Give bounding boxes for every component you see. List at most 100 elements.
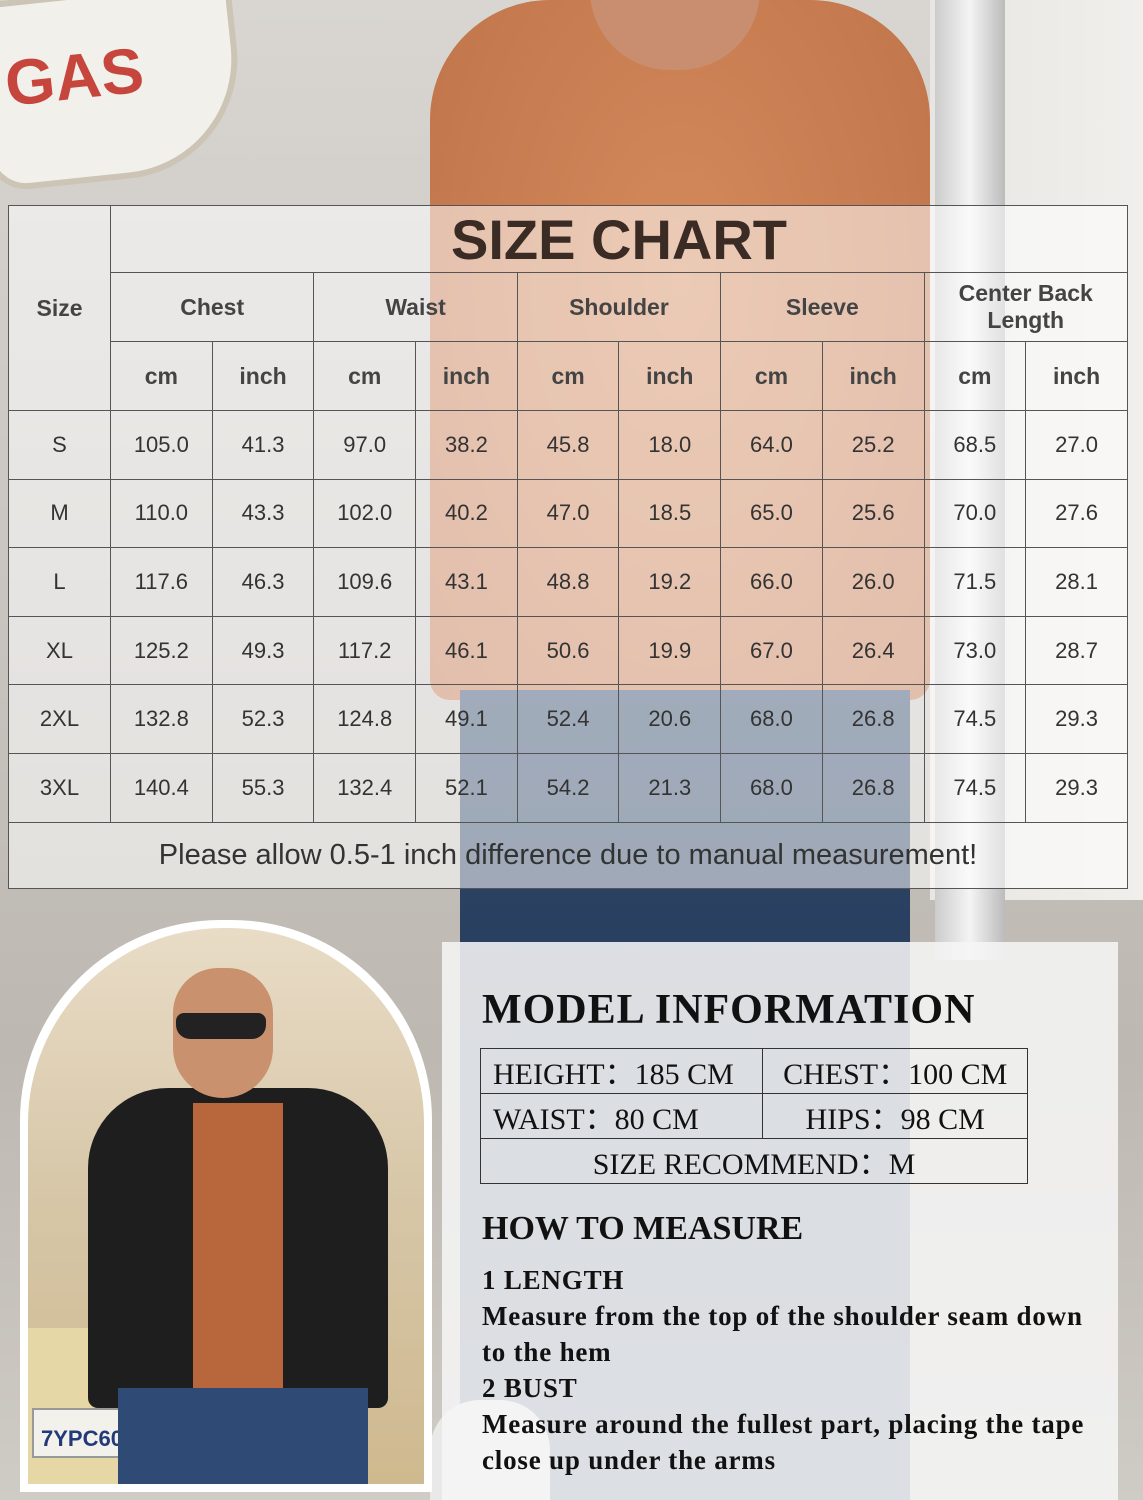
size-value: 74.5 [923,752,1027,823]
unit-header: cm [720,341,823,411]
model-info-table: HEIGHT：185 CM CHEST：100 CM WAIST：80 CM HIP… [479,1048,1028,1184]
size-value: 41.3 [211,410,315,480]
jeans [118,1388,368,1484]
measure-header: Shoulder [516,272,722,342]
size-value: 55.3 [211,752,315,823]
henley-shirt [193,1103,283,1403]
size-value: 38.2 [415,410,518,480]
model-chest: CHEST：100 CM [762,1048,1028,1094]
measure-item-heading: 2 BUST [482,1373,578,1403]
measure-item-heading: 1 LENGTH [482,1265,625,1295]
size-value: 52.1 [415,752,518,823]
unit-header: inch [821,341,925,411]
unit-header: cm [313,341,417,411]
model-photo: 7YPC60 [28,928,424,1484]
size-value: 52.3 [211,684,315,754]
size-value: 20.6 [618,684,722,754]
measure-header: Center Back Length [923,272,1128,342]
size-label: XL [8,615,111,686]
size-value: 47.0 [516,478,620,549]
unit-header: cm [110,341,213,411]
size-value: 27.0 [1025,410,1128,480]
unit-header: cm [923,341,1027,411]
size-value: 52.4 [516,684,620,754]
size-recommend: SIZE RECOMMEND：M [480,1138,1028,1184]
size-value: 125.2 [110,615,213,686]
size-label: M [8,478,111,549]
size-value: 117.6 [110,547,213,617]
size-value: 28.7 [1025,615,1128,686]
size-value: 26.4 [821,615,925,686]
size-chart-title: SIZE CHART [110,205,1128,273]
table-row: 3XL 140.4 55.3 132.4 52.1 54.2 21.3 68.0 26.8 74.… [8,752,1128,823]
size-value: 19.2 [618,547,722,617]
size-value: 64.0 [720,410,823,480]
size-value: 124.8 [313,684,417,754]
size-value: 71.5 [923,547,1027,617]
size-value: 25.2 [821,410,925,480]
size-value: 54.2 [516,752,620,823]
size-value: 132.4 [313,752,417,823]
size-value: 46.3 [211,547,315,617]
size-value: 68.5 [923,410,1027,480]
size-value: 73.0 [923,615,1027,686]
measure-header: Waist [313,272,518,342]
size-value: 70.0 [923,478,1027,549]
size-value: 26.8 [821,752,925,823]
size-label: 3XL [8,752,111,823]
size-value: 117.2 [313,615,417,686]
size-value: 67.0 [720,615,823,686]
sign-text: GAS [1,33,148,120]
unit-header: inch [1025,341,1128,411]
unit-header: inch [415,341,518,411]
size-chart-table: Size SIZE CHART Chest Waist Shoulder Sleeve… [8,205,1128,889]
unit-header: cm [516,341,620,411]
how-to-measure-list: 1 LENGTH Measure from the top of the sho… [482,1262,1102,1478]
size-value: 18.5 [618,478,722,549]
how-to-measure-title: HOW TO MEASURE [482,1210,804,1247]
size-value: 40.2 [415,478,518,549]
size-value: 49.3 [211,615,315,686]
size-value: 19.9 [618,615,722,686]
size-value: 29.3 [1025,752,1128,823]
measure-header: Sleeve [720,272,925,342]
measure-header: Chest [109,272,315,342]
size-value: 109.6 [313,547,417,617]
size-value: 46.1 [415,615,518,686]
table-row: S 105.0 41.3 97.0 38.2 45.8 18.0 64.0 25.2 68.5 27… [8,410,1128,480]
size-header: Size [8,205,111,411]
measurement-note: Please allow 0.5-1 inch difference due t… [8,821,1128,889]
size-value: 45.8 [516,410,620,480]
size-label: S [8,410,111,480]
size-value: 66.0 [720,547,823,617]
model-hips: HIPS：98 CM [762,1093,1028,1139]
model-info-panel: MODEL INFORMATION HEIGHT：185 CM CHEST：100… [442,942,1118,1500]
size-value: 68.0 [720,684,823,754]
size-value: 18.0 [618,410,722,480]
size-value: 74.5 [923,684,1027,754]
size-value: 110.0 [110,478,213,549]
table-row: XL 125.2 49.3 117.2 46.1 50.6 19.9 67.0 26.4 73.0… [8,615,1128,686]
size-value: 132.8 [110,684,213,754]
size-label: L [8,547,111,617]
table-row: 2XL 132.8 52.3 124.8 49.1 52.4 20.6 68.0 26.8 74.… [8,684,1128,754]
measure-item-text: Measure around the fullest part, placing… [482,1409,1085,1475]
size-value: 43.1 [415,547,518,617]
model-info-title: MODEL INFORMATION [482,987,976,1033]
size-value: 68.0 [720,752,823,823]
size-value: 105.0 [110,410,213,480]
license-plate: 7YPC60 [32,1408,132,1458]
size-value: 43.3 [211,478,315,549]
table-row: L 117.6 46.3 109.6 43.1 48.8 19.2 66.0 26.0 71.5 2… [8,547,1128,617]
model-photo-inset: 7YPC60 [20,920,432,1492]
unit-header: inch [211,341,315,411]
measure-item-text: Measure from the top of the shoulder sea… [482,1301,1083,1367]
size-value: 140.4 [110,752,213,823]
model-height: HEIGHT：185 CM [479,1048,764,1094]
size-value: 48.8 [516,547,620,617]
size-value: 102.0 [313,478,417,549]
size-value: 50.6 [516,615,620,686]
size-value: 29.3 [1025,684,1128,754]
unit-header: inch [618,341,722,411]
size-value: 26.0 [821,547,925,617]
